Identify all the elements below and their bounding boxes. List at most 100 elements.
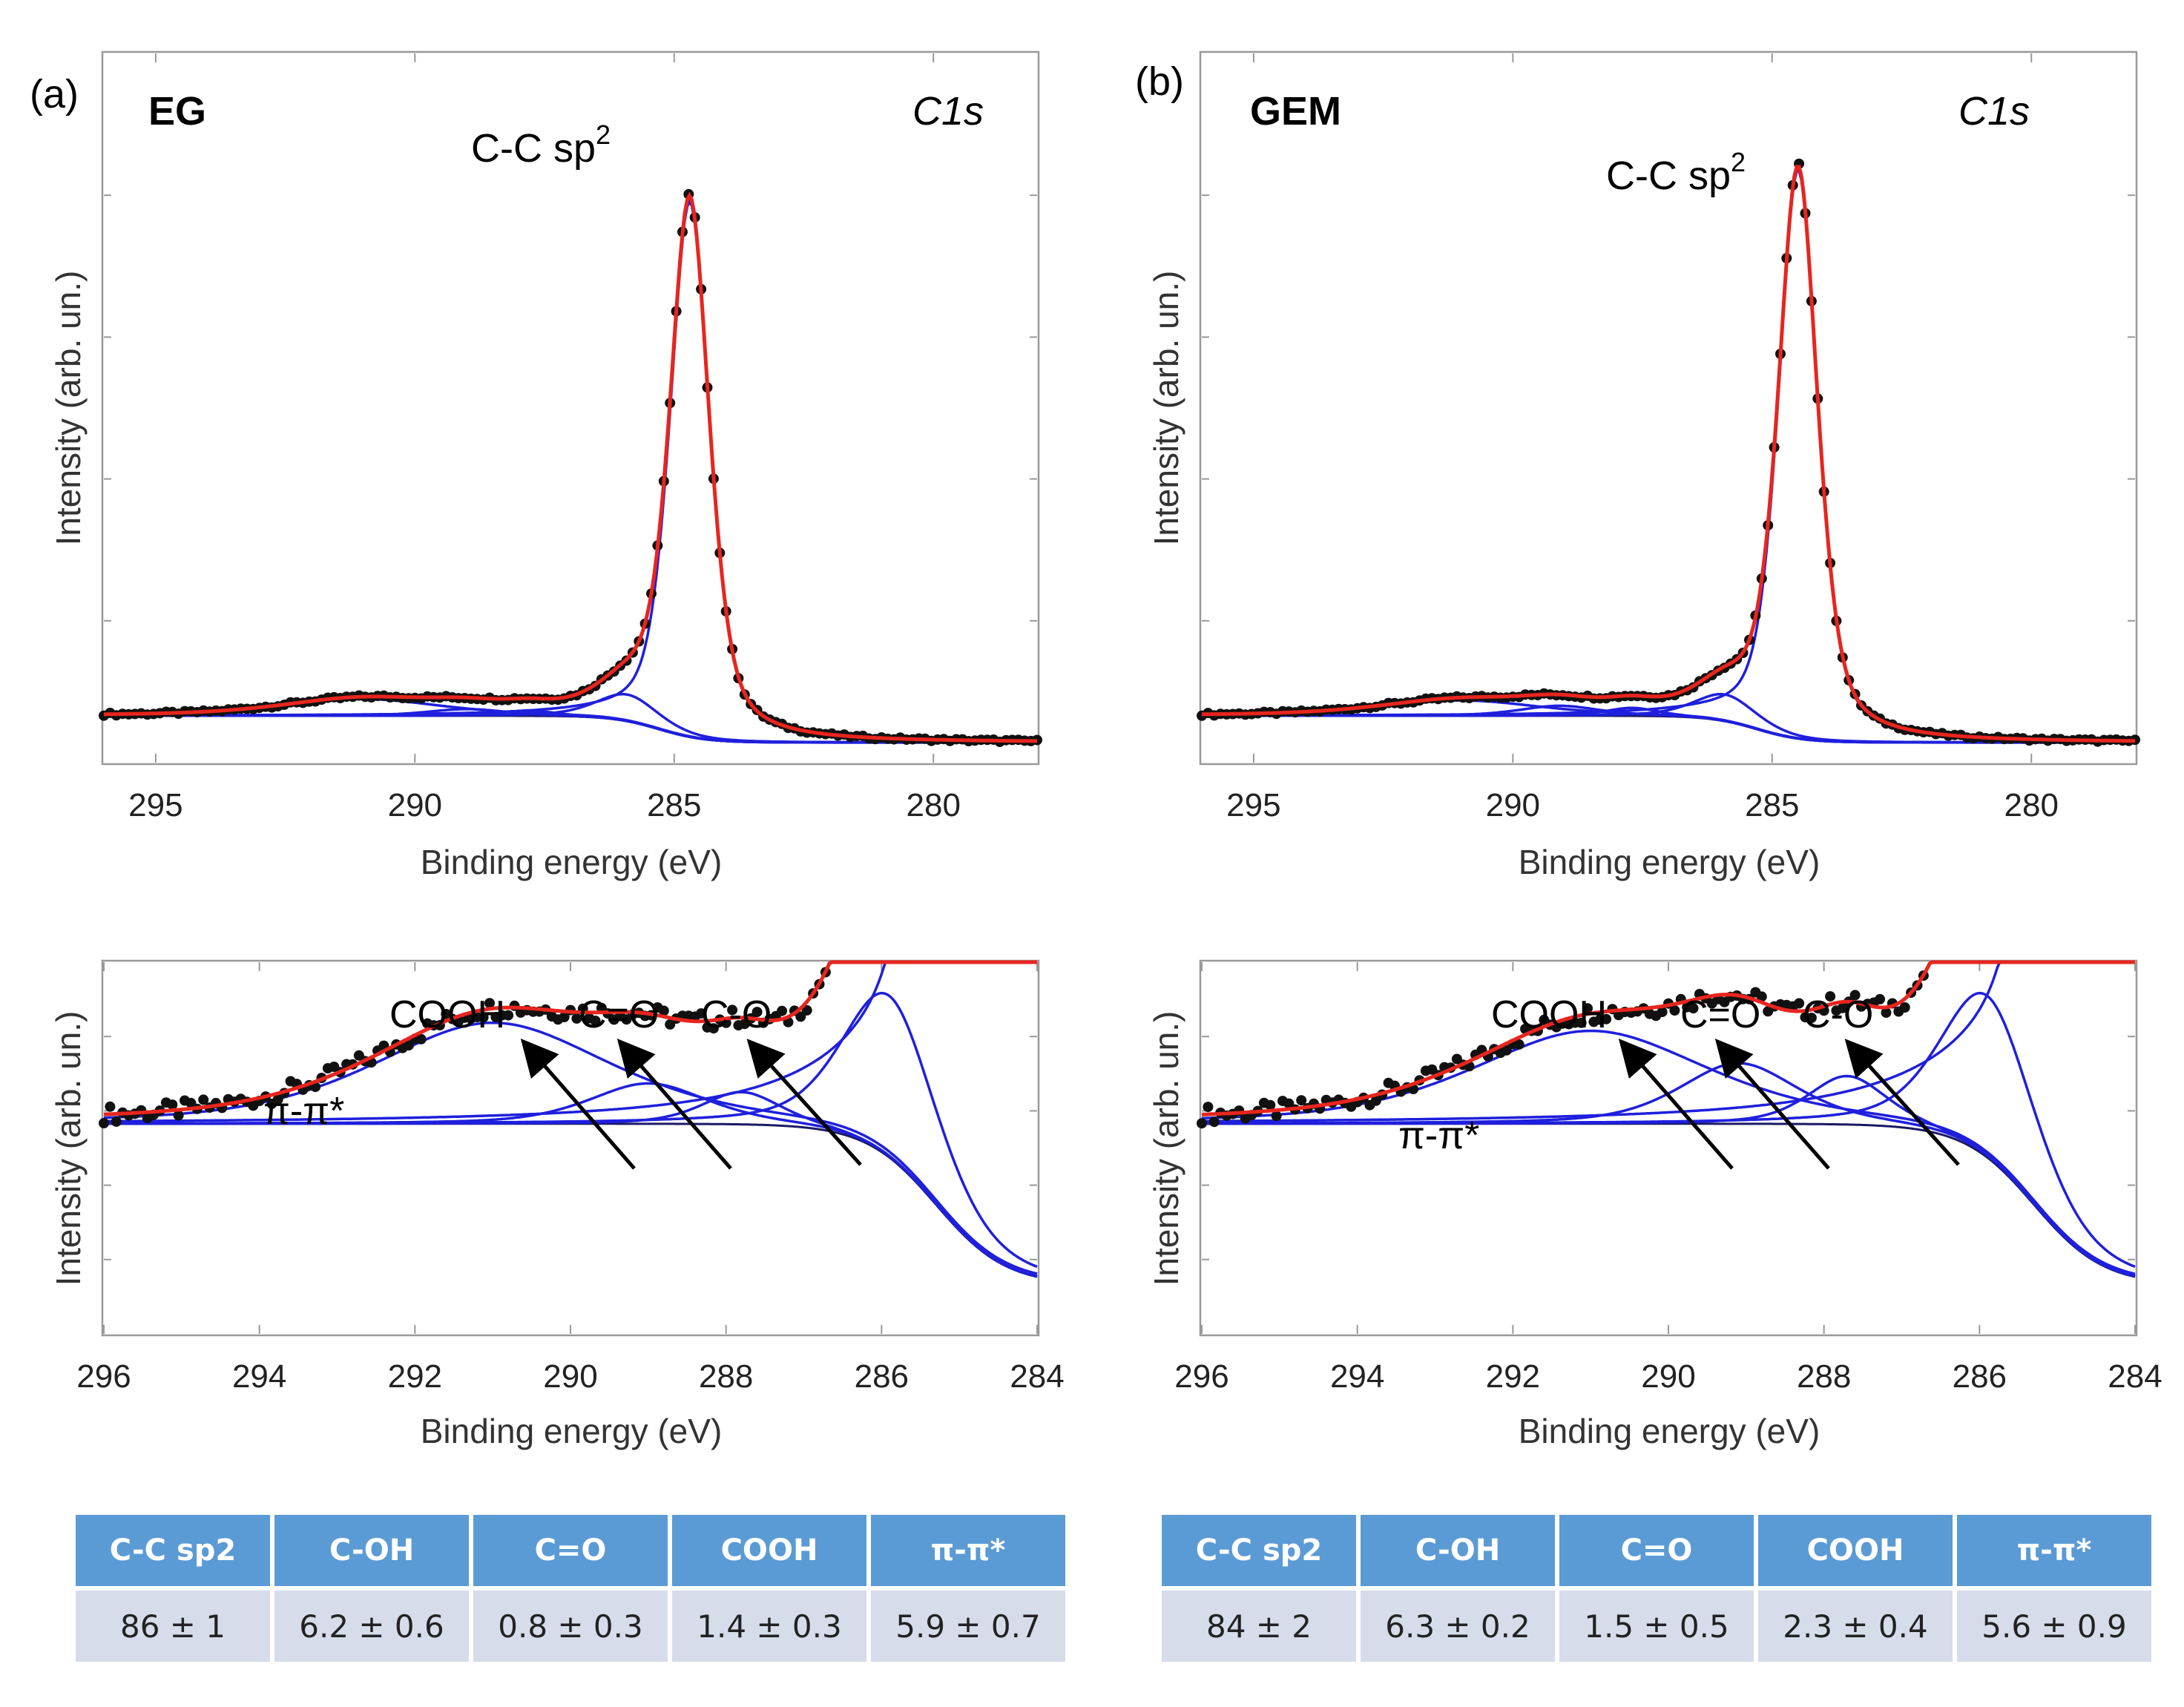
x-tick-label: 288 bbox=[699, 1358, 753, 1395]
x-axis-label: Binding energy (eV) bbox=[1519, 1412, 1820, 1450]
data-point bbox=[1296, 1095, 1307, 1106]
data-point bbox=[1899, 1002, 1910, 1013]
component-arrows bbox=[1618, 1038, 1960, 1170]
header-cell: C-C sp2 bbox=[1162, 1515, 1356, 1586]
annotation-arrow bbox=[1844, 1039, 1960, 1166]
data-point bbox=[173, 1110, 184, 1121]
data-point bbox=[198, 1094, 209, 1105]
data-point bbox=[1265, 1099, 1276, 1111]
c-double-o-label: C=O bbox=[1680, 993, 1760, 1036]
x-axis-label: Binding energy (eV) bbox=[421, 1412, 723, 1450]
data-point bbox=[1794, 998, 1805, 1009]
data-point bbox=[801, 1004, 812, 1016]
x-tick-label: 290 bbox=[388, 787, 442, 823]
composition-table-eg: C-C sp2 C-OH C=O COOH π-π* 86 ± 1 6.2 ± … bbox=[71, 1510, 1070, 1666]
x-tick-label: 280 bbox=[907, 787, 961, 823]
header-cell: π-π* bbox=[1957, 1515, 2151, 1586]
data-point bbox=[1849, 990, 1861, 1001]
data-point bbox=[1806, 1013, 1817, 1023]
c-double-o-label: C=O bbox=[579, 993, 659, 1036]
data-point bbox=[1657, 1007, 1668, 1018]
data-point bbox=[1501, 1045, 1512, 1056]
fit-envelope bbox=[1202, 165, 2135, 743]
x-tick-label: 285 bbox=[647, 787, 701, 823]
peak-label-superscript: 2 bbox=[596, 119, 611, 150]
data-point bbox=[403, 1040, 414, 1051]
x-tick-label: 290 bbox=[1486, 787, 1540, 823]
cooh-label: COOH bbox=[1491, 993, 1607, 1036]
x-tick-label: 296 bbox=[76, 1358, 131, 1395]
header-cell: π-π* bbox=[871, 1515, 1065, 1586]
y-axis-label: Intensity (arb. un.) bbox=[1147, 1011, 1185, 1286]
component-curve bbox=[104, 961, 1037, 1123]
sample-label: GEM bbox=[1250, 89, 1341, 134]
x-tick-label: 294 bbox=[232, 1358, 286, 1395]
panel-b-zoom: 296 294 292 290 288 286 284 π-π* COOH C=O C-O … bbox=[1147, 959, 2162, 1450]
fit-envelope bbox=[103, 191, 1037, 743]
peak-label-text: C-C sp bbox=[471, 126, 596, 171]
data-point bbox=[696, 1008, 707, 1019]
x-tick-label: 286 bbox=[855, 1358, 909, 1395]
data-point bbox=[751, 1007, 763, 1018]
table-header-row: C-C sp2 C-OH C=O COOH π-π* bbox=[76, 1515, 1065, 1586]
header-cell: C-OH bbox=[1361, 1515, 1555, 1586]
value-cell: 84 ± 2 bbox=[1162, 1591, 1356, 1662]
data-point bbox=[708, 1023, 719, 1034]
data-point bbox=[105, 1101, 116, 1112]
composition-table-gem: C-C sp2 C-OH C=O COOH π-π* 84 ± 2 6.3 ± … bbox=[1157, 1510, 2156, 1666]
x-tick-label: 280 bbox=[2004, 787, 2059, 823]
annotation-arrow bbox=[616, 1038, 732, 1170]
data-point bbox=[1881, 1007, 1892, 1018]
x-tick-label: 285 bbox=[1745, 787, 1799, 823]
peak-label: C-C sp2 bbox=[471, 119, 611, 171]
data-point bbox=[1688, 1003, 1699, 1014]
panel-b-top: 295 290 285 280 (b) GEM C1s C-C sp2 Intensi… bbox=[1135, 50, 2140, 881]
data-point bbox=[415, 1033, 427, 1045]
data-point bbox=[1203, 1102, 1214, 1113]
header-cell: C-C sp2 bbox=[76, 1515, 270, 1586]
peak-label-text: C-C sp bbox=[1606, 154, 1731, 198]
value-cell: 86 ± 1 bbox=[76, 1591, 270, 1662]
data-point bbox=[484, 998, 495, 1009]
x-tick-label: 294 bbox=[1330, 1358, 1384, 1395]
y-axis-label: Intensity (arb. un.) bbox=[49, 271, 88, 546]
x-tick-label: 288 bbox=[1797, 1358, 1851, 1395]
header-cell: C=O bbox=[473, 1515, 668, 1586]
x-tick-label: 295 bbox=[1226, 787, 1280, 823]
plot-frame bbox=[101, 959, 1040, 1337]
peak-label: C-C sp2 bbox=[1606, 147, 1746, 198]
data-point bbox=[1271, 1111, 1282, 1122]
data-point bbox=[1576, 1017, 1587, 1028]
header-cell: C-OH bbox=[274, 1515, 469, 1586]
value-cell: 6.2 ± 0.6 bbox=[274, 1591, 469, 1662]
data-point bbox=[559, 1012, 570, 1022]
panel-a-top: 295 290 285 280 (a) EG C1s C-C sp2 Intensit… bbox=[30, 50, 1042, 881]
x-tick-label: 295 bbox=[128, 787, 182, 823]
data-point bbox=[1208, 1116, 1220, 1128]
c-o-label: C-O bbox=[1803, 993, 1873, 1036]
x-tick-label: 286 bbox=[1953, 1358, 2007, 1395]
panel-letter: (a) bbox=[30, 72, 79, 116]
annotation-arrow bbox=[1618, 1038, 1734, 1170]
peak-label-superscript: 2 bbox=[1731, 147, 1746, 177]
c-o-label: C-O bbox=[701, 993, 772, 1036]
header-cell: COOH bbox=[1758, 1515, 1953, 1586]
x-tick-label: 284 bbox=[2108, 1358, 2162, 1395]
component-arrows bbox=[520, 1038, 862, 1170]
data-point bbox=[795, 1011, 806, 1022]
data-point bbox=[1601, 1013, 1612, 1024]
y-axis-label: Intensity (arb. un.) bbox=[49, 1011, 88, 1286]
x-tick-labels: 295 290 285 280 bbox=[128, 787, 961, 823]
data-point bbox=[99, 1118, 109, 1128]
fit-envelope bbox=[103, 960, 1037, 1116]
value-cell: 5.6 ± 0.9 bbox=[1957, 1591, 2151, 1662]
data-point bbox=[1582, 1003, 1593, 1014]
data-point bbox=[503, 1010, 514, 1021]
region-label: C1s bbox=[912, 89, 984, 134]
value-cell: 5.9 ± 0.7 bbox=[871, 1591, 1065, 1662]
component-curve bbox=[1202, 961, 2135, 1123]
component-curve bbox=[104, 1082, 1038, 1278]
spectrum-plot-eg bbox=[99, 53, 1042, 763]
annotation-arrow bbox=[746, 1039, 862, 1166]
